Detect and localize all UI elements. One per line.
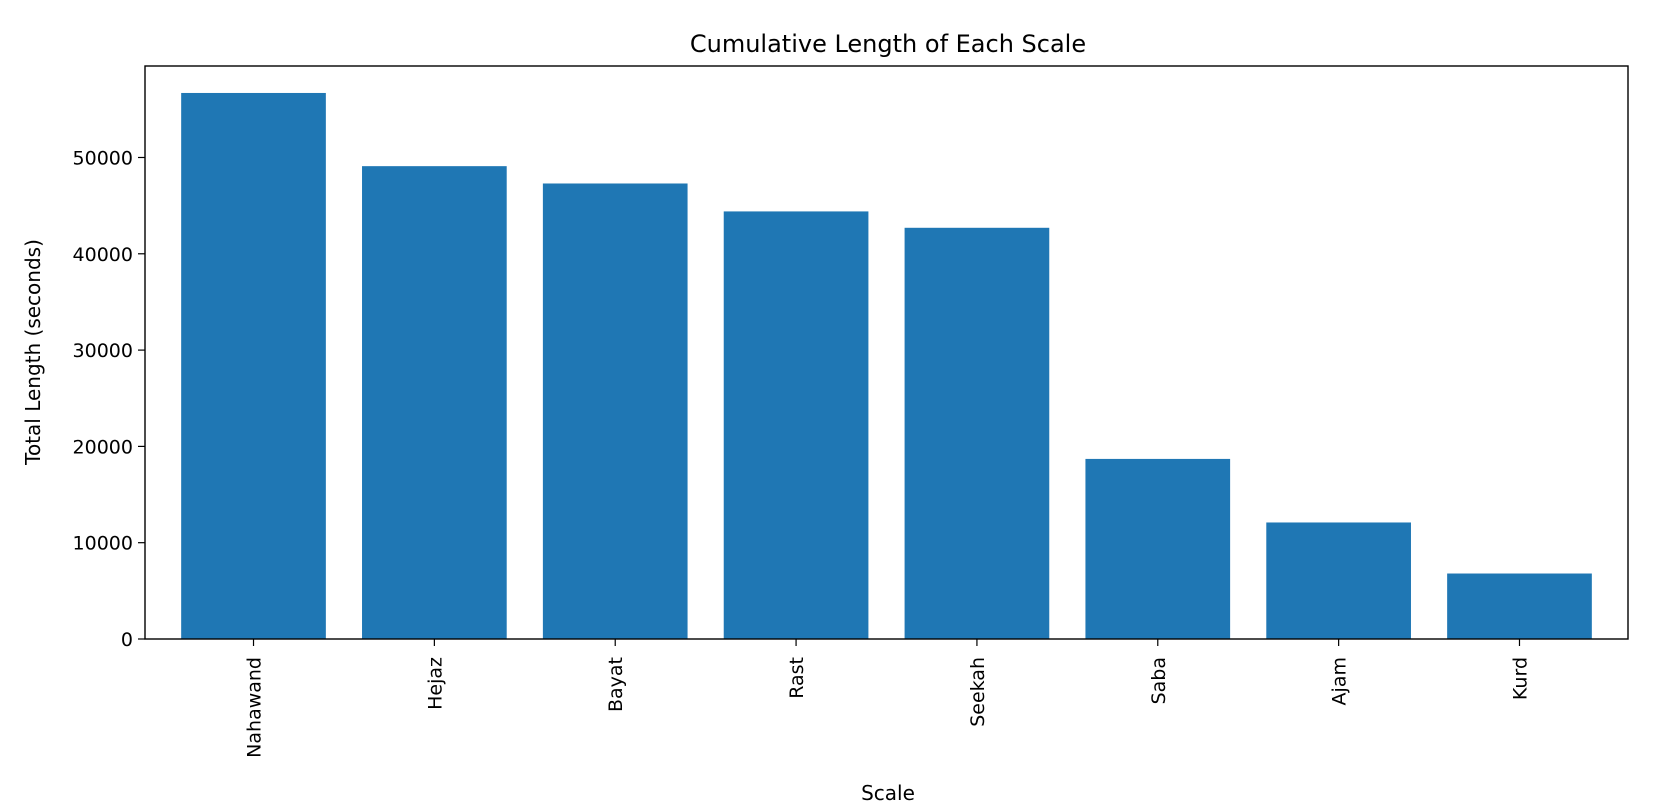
x-tick-label: Ajam <box>1329 657 1351 705</box>
y-tick-label: 30000 <box>73 340 133 362</box>
x-tick-label: Seekah <box>967 657 989 727</box>
bar-kurd <box>1447 573 1592 639</box>
bar-seekah <box>904 227 1050 639</box>
bar-hejaz <box>362 166 507 640</box>
y-tick-label: 40000 <box>73 244 133 266</box>
plot-frame <box>144 65 1629 640</box>
x-tick-label: Hejaz <box>424 657 446 710</box>
bars-group <box>181 92 1592 640</box>
y-axis-label: Total Length (seconds) <box>21 239 45 466</box>
y-tick-label: 10000 <box>73 533 133 555</box>
bar-rast <box>723 211 869 639</box>
bar-nahawand <box>181 92 326 639</box>
chart-title: Cumulative Length of Each Scale <box>690 30 1086 58</box>
y-tick-label: 50000 <box>73 147 133 169</box>
bar-bayat <box>542 183 688 639</box>
x-axis: Nahawand Hejaz Bayat Rast Seekah Saba Ajam Kurd <box>244 639 1531 758</box>
x-tick-label: Nahawand <box>244 657 266 758</box>
x-tick-label: Rast <box>786 657 808 699</box>
x-tick-label: Saba <box>1148 657 1170 704</box>
bar-saba <box>1085 458 1231 639</box>
y-tick-label: 0 <box>121 629 133 651</box>
bar-ajam <box>1266 522 1411 639</box>
y-tick-label: 20000 <box>73 436 133 458</box>
x-tick-label: Bayat <box>605 657 627 712</box>
x-axis-label: Scale <box>861 781 915 803</box>
y-axis: 0 10000 20000 30000 40000 50000 <box>73 147 145 651</box>
x-tick-label: Kurd <box>1509 657 1531 700</box>
